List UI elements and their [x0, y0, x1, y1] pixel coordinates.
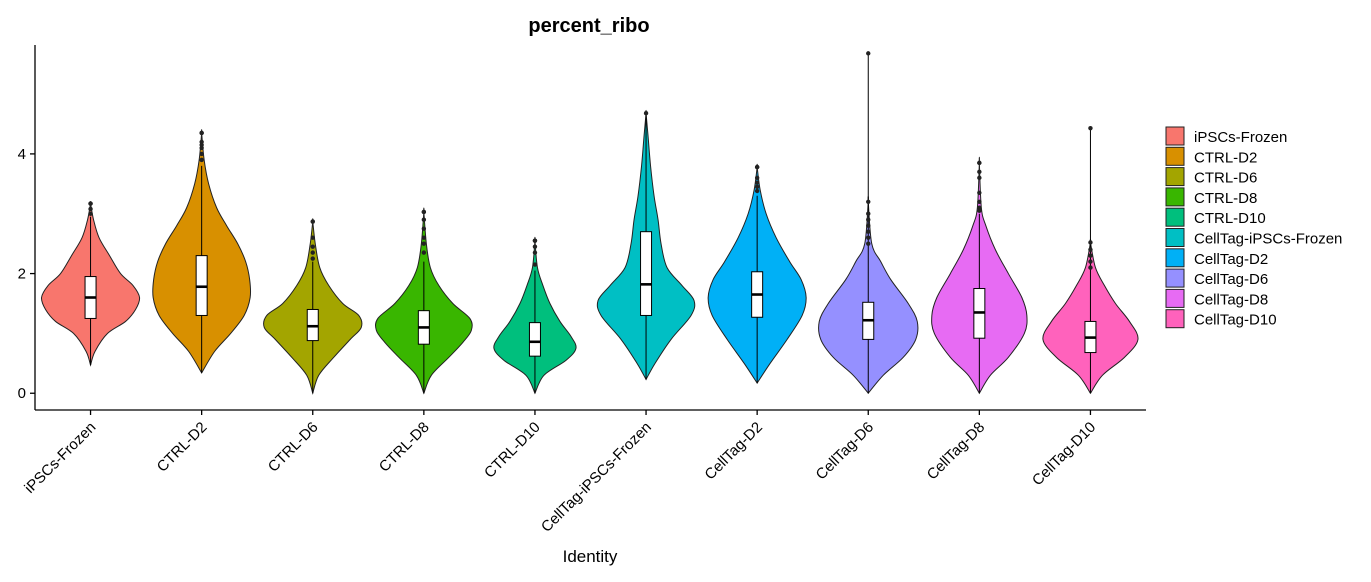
legend-swatch — [1165, 228, 1185, 247]
x-tick-label: CTRL-D10 — [481, 419, 544, 482]
outlier-point — [88, 206, 93, 212]
legend-swatch — [1165, 167, 1185, 187]
legend-label: CellTag-D6 — [1194, 271, 1268, 288]
outlier-point — [532, 262, 538, 267]
x-tick-label: CellTag-iPSCs-Frozen — [538, 419, 655, 536]
legend-swatch — [1165, 288, 1185, 308]
x-tick-label: iPSCs-Frozen — [21, 419, 99, 497]
legend-label: CTRL-D2 — [1194, 149, 1257, 166]
outlier-point — [310, 235, 315, 240]
legend-swatch — [1165, 268, 1185, 288]
x-tick-label: CTRL-D6 — [265, 419, 322, 476]
outlier-point — [1088, 265, 1093, 270]
x-tick-label: CellTag-D6 — [813, 419, 877, 483]
violins-layer — [41, 109, 1139, 395]
max-point — [754, 164, 760, 170]
y-ticks: 0 2 4 — [18, 146, 35, 402]
legend: iPSCs-Frozen CTRL-D2 CTRL-D6 CTRL-D8 CTRL-D1… — [1165, 126, 1342, 329]
legend-swatch — [1165, 248, 1185, 268]
legend-label: CTRL-D10 — [1194, 210, 1266, 227]
outlier-point — [1088, 240, 1093, 245]
x-axis-label: Identity — [563, 547, 618, 566]
outlier-point — [754, 180, 760, 185]
outlier-point — [977, 169, 982, 175]
x-ticks: iPSCs-Frozen CTRL-D2 CTRL-D6 CTRL-D8 CTRL-D1… — [21, 410, 1099, 536]
outlier-point — [977, 190, 982, 195]
box-CellTag-iPSCs-Frozen — [640, 231, 653, 316]
max-point — [643, 111, 649, 116]
legend-swatch — [1165, 207, 1185, 227]
outlier-point — [977, 175, 982, 181]
y-tick-label: 0 — [18, 385, 26, 402]
legend-label: CellTag-iPSCs-Frozen — [1194, 231, 1342, 248]
x-tick-label: CellTag-D8 — [924, 419, 988, 483]
outlier-point — [421, 250, 427, 255]
legend-swatch — [1165, 126, 1185, 146]
outlier-point — [421, 235, 427, 240]
outlier-point — [1088, 259, 1093, 264]
outlier-point — [310, 244, 315, 249]
x-tick-label: CellTag-D10 — [1029, 419, 1099, 489]
outlier-point — [199, 139, 204, 145]
box-CTRL-D10 — [528, 322, 541, 357]
outlier-point — [866, 229, 871, 234]
y-tick-label: 2 — [18, 266, 26, 283]
y-tick-label: 4 — [18, 146, 26, 163]
max-point — [1088, 125, 1093, 131]
max-point — [532, 238, 538, 243]
x-tick-label: CellTag-D2 — [701, 419, 765, 483]
outlier-point — [866, 217, 871, 222]
x-tick-label: CTRL-D2 — [154, 419, 211, 476]
legend-swatch — [1165, 187, 1185, 207]
outlier-point — [1088, 247, 1093, 252]
legend-label: CellTag-D8 — [1194, 291, 1268, 308]
outlier-point — [199, 157, 204, 163]
max-point — [88, 201, 93, 206]
max-point — [866, 51, 871, 56]
max-point — [977, 160, 982, 166]
legend-label: iPSCs-Frozen — [1194, 129, 1287, 146]
outlier-point — [421, 217, 427, 222]
chart-title: percent_ribo — [528, 15, 649, 37]
outlier-point — [754, 175, 760, 181]
x-tick-label: CTRL-D8 — [376, 419, 433, 476]
max-point — [421, 209, 427, 215]
axes-layer — [34, 45, 1146, 411]
legend-label: CTRL-D8 — [1194, 190, 1257, 207]
outlier-point — [866, 211, 871, 216]
outlier-point — [977, 205, 982, 210]
legend-label: CellTag-D10 — [1194, 312, 1277, 329]
outlier-point — [199, 151, 204, 157]
outlier-point — [532, 244, 538, 249]
outlier-point — [866, 241, 871, 246]
outlier-point — [532, 250, 538, 255]
outlier-point — [88, 211, 93, 216]
outlier-point — [421, 241, 427, 246]
outlier-point — [754, 188, 760, 194]
outlier-point — [977, 199, 982, 204]
legend-swatch — [1165, 146, 1185, 166]
max-point — [199, 130, 204, 136]
outlier-point — [866, 199, 871, 204]
max-point — [310, 219, 315, 224]
legend-label: CellTag-D2 — [1194, 251, 1268, 268]
outlier-point — [1088, 253, 1093, 258]
outlier-point — [310, 256, 315, 261]
legend-label: CTRL-D6 — [1194, 170, 1257, 187]
legend-swatch — [1165, 309, 1185, 329]
boxplots-layer — [84, 51, 1097, 394]
outlier-point — [310, 250, 315, 255]
outlier-point — [866, 235, 871, 240]
outlier-point — [754, 184, 760, 190]
outlier-point — [866, 223, 871, 228]
outlier-point — [421, 226, 427, 231]
